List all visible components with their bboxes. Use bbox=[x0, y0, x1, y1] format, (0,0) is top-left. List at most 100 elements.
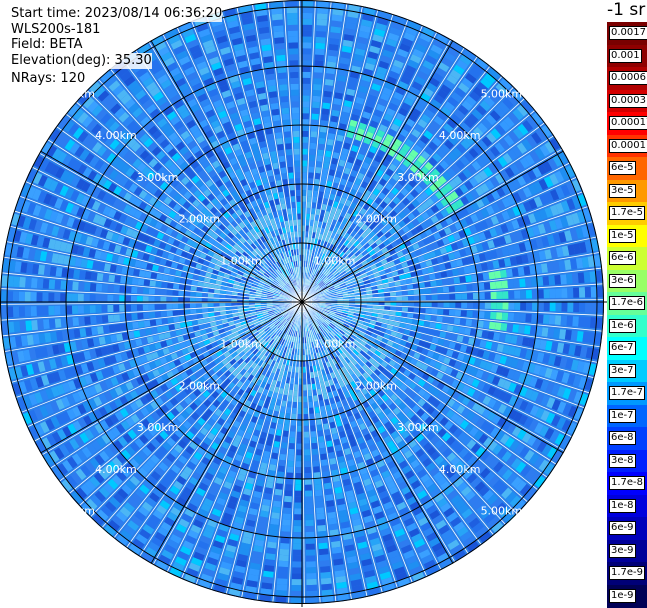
range-gate bbox=[309, 161, 314, 167]
range-gate bbox=[49, 279, 56, 289]
range-gate bbox=[109, 543, 122, 555]
range-gate bbox=[402, 291, 408, 295]
range-gate bbox=[490, 312, 496, 319]
range-gate bbox=[560, 274, 567, 284]
range-gate bbox=[381, 0, 394, 9]
range-gate bbox=[226, 600, 238, 607]
range-gate bbox=[307, 196, 311, 202]
range-gate bbox=[214, 294, 220, 298]
range-gate bbox=[37, 292, 43, 302]
range-gate bbox=[202, 303, 208, 307]
range-gate bbox=[511, 519, 523, 531]
range-gate bbox=[489, 322, 496, 330]
range-gate bbox=[317, 155, 323, 162]
range-gate bbox=[285, 484, 292, 490]
range-gate bbox=[455, 310, 461, 316]
range-gate bbox=[298, 408, 302, 414]
range-gate bbox=[306, 225, 309, 231]
range-gate bbox=[304, 402, 308, 408]
range-gate bbox=[302, 54, 311, 60]
range-gate bbox=[37, 306, 43, 316]
range-gate bbox=[427, 16, 440, 26]
range-gate bbox=[91, 272, 98, 280]
range-gate bbox=[508, 291, 514, 299]
range-gate bbox=[330, 26, 341, 33]
range-gate bbox=[502, 280, 509, 288]
range-gate bbox=[293, 538, 302, 544]
range-gate bbox=[304, 438, 309, 444]
range-gate bbox=[184, 298, 190, 302]
range-gate bbox=[136, 562, 149, 573]
range-gate bbox=[495, 322, 502, 330]
range-gate bbox=[573, 302, 579, 312]
range-gate bbox=[298, 402, 302, 408]
range-gate bbox=[305, 514, 313, 520]
range-gate bbox=[326, 145, 333, 152]
range-gate bbox=[313, 466, 320, 472]
range-gate bbox=[458, 268, 465, 275]
range-gate bbox=[518, 267, 525, 276]
range-gate bbox=[283, 508, 291, 514]
range-gate bbox=[306, 567, 316, 573]
range-gate bbox=[84, 294, 90, 302]
range-gate bbox=[115, 324, 122, 332]
range-gate bbox=[311, 437, 317, 443]
range-gate bbox=[520, 302, 526, 310]
range-gate bbox=[108, 315, 114, 323]
range-gate bbox=[311, 119, 318, 125]
range-gate bbox=[155, 281, 162, 287]
range-gate bbox=[285, 490, 292, 496]
range-gate bbox=[306, 220, 309, 226]
range-gate bbox=[296, 467, 302, 473]
range-gate bbox=[309, 155, 315, 161]
range-gate bbox=[307, 597, 318, 603]
range-gate bbox=[507, 70, 519, 82]
range-gate bbox=[567, 288, 573, 298]
range-gate bbox=[290, 425, 295, 431]
range-gate bbox=[496, 292, 502, 299]
range-gate bbox=[48, 293, 54, 302]
range-gate bbox=[320, 560, 330, 567]
range-gate bbox=[149, 296, 155, 302]
range-gate bbox=[72, 294, 78, 302]
range-gate bbox=[449, 310, 455, 316]
range-gate bbox=[402, 307, 408, 311]
range-gate bbox=[443, 294, 449, 299]
range-gate bbox=[312, 443, 318, 449]
range-gate bbox=[426, 302, 432, 307]
range-gate bbox=[449, 286, 455, 292]
range-gate bbox=[96, 316, 103, 324]
range-gate bbox=[484, 312, 490, 319]
range-gate bbox=[538, 289, 544, 298]
range-gate bbox=[294, 514, 302, 520]
range-gate bbox=[13, 306, 19, 317]
range-gate bbox=[26, 446, 37, 459]
range-gate bbox=[318, 144, 324, 151]
range-gate bbox=[143, 296, 149, 302]
range-gate bbox=[420, 308, 426, 313]
range-gate bbox=[295, 497, 302, 503]
range-gate bbox=[297, 438, 302, 444]
range-gate bbox=[572, 316, 579, 326]
range-gate bbox=[419, 314, 425, 319]
range-gate bbox=[326, 500, 334, 507]
range-gate bbox=[303, 396, 307, 402]
range-gate bbox=[502, 302, 508, 310]
range-gate bbox=[308, 190, 312, 196]
range-gate bbox=[79, 270, 86, 279]
range-gate bbox=[306, 561, 316, 567]
range-gate bbox=[72, 317, 79, 326]
range-gate bbox=[555, 315, 562, 325]
range-gate bbox=[305, 485, 312, 491]
range-gate bbox=[307, 591, 318, 597]
range-gate bbox=[97, 326, 104, 334]
range-gate bbox=[302, 19, 312, 25]
range-gate bbox=[302, 60, 311, 66]
range-gate bbox=[525, 278, 532, 287]
range-gate bbox=[302, 84, 310, 90]
range-gate bbox=[72, 306, 78, 315]
range-gate bbox=[488, 272, 495, 280]
range-gate bbox=[304, 408, 308, 414]
range-gate bbox=[315, 49, 325, 56]
